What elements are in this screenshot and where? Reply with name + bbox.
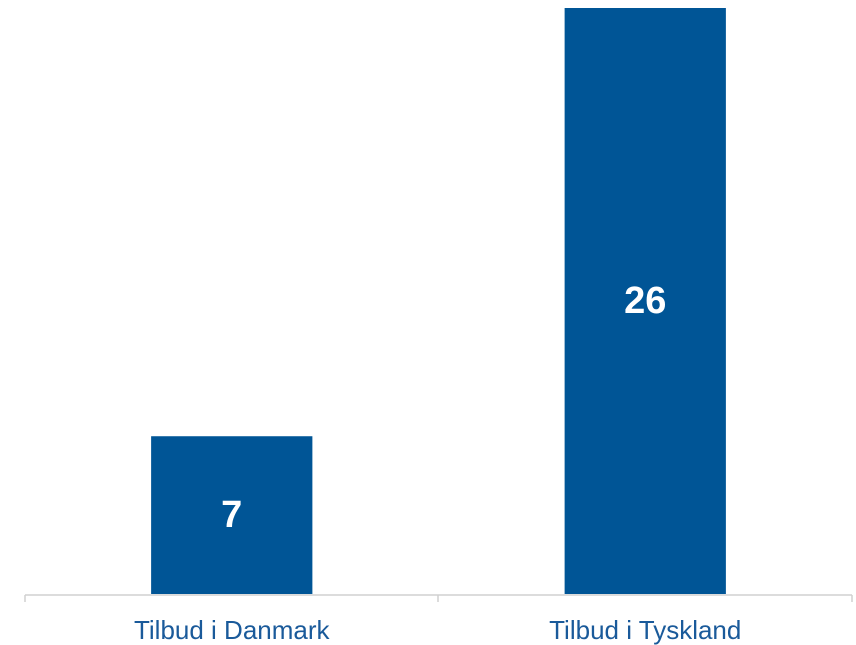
bar: [151, 436, 313, 594]
x-tick-label: Tilbud i Danmark: [134, 615, 331, 645]
data-label: 26: [624, 280, 666, 322]
x-tick-label: Tilbud i Tyskland: [549, 615, 741, 645]
bar: [564, 8, 726, 594]
data-label: 7: [221, 494, 242, 536]
